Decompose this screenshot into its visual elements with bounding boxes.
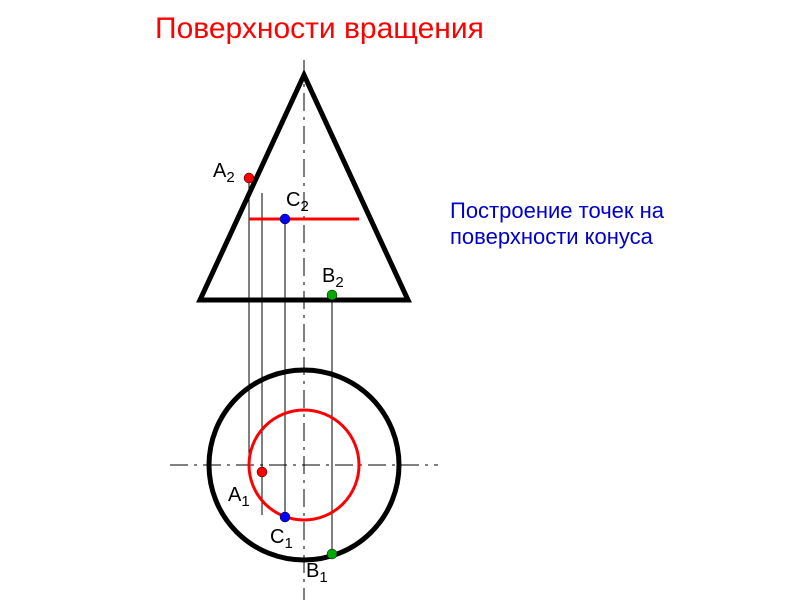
label-C2: C2 [286,189,309,215]
label-B1: B1 [306,560,328,586]
point-C2 [280,214,290,224]
label-B2: B2 [322,265,344,291]
label-A2: A2 [213,160,235,186]
point-C1 [280,512,290,522]
point-A1 [257,467,267,477]
point-B1 [327,549,337,559]
label-A1: A1 [228,484,250,510]
point-A2 [244,173,254,183]
label-C1: C1 [270,526,293,552]
point-B2 [327,290,337,300]
diagram-canvas [0,0,800,600]
